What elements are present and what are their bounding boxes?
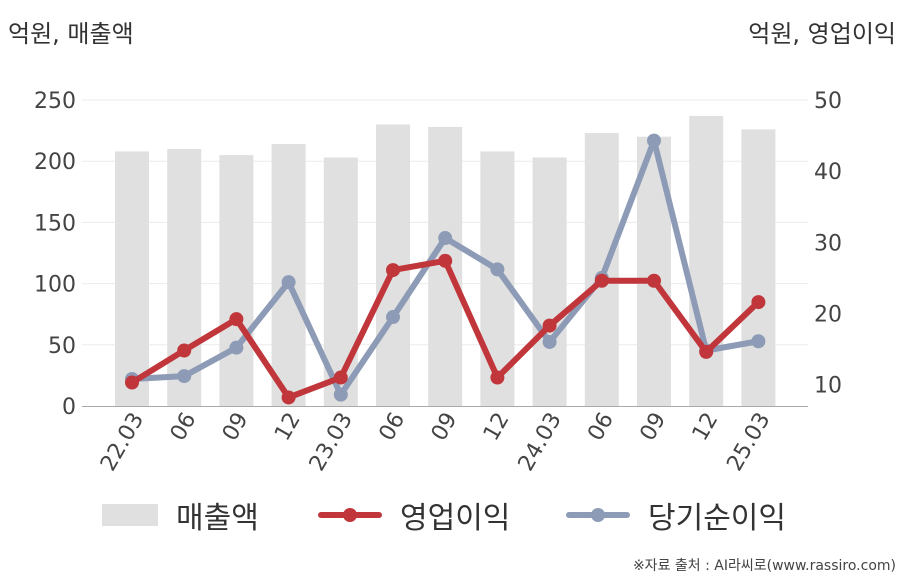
left-tick-label-2: 100 — [34, 273, 76, 298]
right-tick-label-3: 40 — [814, 160, 842, 185]
bar-0 — [115, 151, 149, 406]
legend-label-sales: 매출액 — [176, 501, 259, 536]
legend-swatch-operating-profit — [318, 504, 382, 526]
left-axis-unit-label: 억원, 매출액 — [8, 20, 134, 48]
bar-11 — [689, 115, 724, 407]
point-series-2-5 — [386, 310, 400, 325]
point-series-1-12 — [751, 295, 766, 310]
x-tick-label-12: 25.03 — [722, 409, 775, 476]
right-axis-unit-label: 억원, 영업이익 — [748, 20, 896, 48]
bar-12 — [741, 129, 776, 406]
bar-2 — [219, 155, 254, 406]
right-tick-label-0: 10 — [814, 374, 842, 399]
x-tick-label-6: 09 — [427, 409, 463, 446]
point-series-2-6 — [438, 231, 453, 246]
point-series-2-4 — [333, 387, 348, 402]
legend-label-operating-profit: 영업이익 — [400, 501, 511, 536]
x-tick-label-10: 09 — [636, 409, 672, 446]
x-tick-label-9: 06 — [583, 409, 619, 446]
point-series-1-5 — [386, 263, 400, 278]
left-tick-label-0: 0 — [62, 395, 76, 420]
bar-1 — [167, 148, 202, 406]
point-series-2-7 — [490, 262, 505, 277]
legend-item-operating-profit: 영업이익 — [318, 493, 510, 537]
x-tick-label-5: 06 — [375, 409, 411, 446]
legend: 매출액 영업이익 당기순이익 — [0, 493, 908, 537]
left-tick-label-5: 250 — [34, 89, 76, 114]
left-tick-label-3: 150 — [34, 211, 76, 236]
point-series-2-3 — [281, 275, 296, 290]
x-tick-label-0: 22.03 — [96, 409, 149, 476]
left-tick-label-1: 50 — [48, 334, 76, 359]
line-series — [125, 133, 766, 405]
bar-series-sales — [115, 115, 776, 407]
legend-swatch-sales — [102, 504, 158, 526]
point-series-2-1 — [177, 369, 192, 384]
point-series-1-0 — [125, 375, 139, 390]
source-note: ※자료 출처 : AI라씨로(www.rassiro.com) — [632, 558, 896, 574]
point-series-1-7 — [490, 370, 505, 385]
point-series-1-6 — [438, 253, 453, 268]
x-tick-label-8: 24.03 — [514, 409, 567, 476]
right-tick-label-4: 50 — [814, 89, 842, 114]
x-tick-label-11: 12 — [688, 409, 724, 446]
point-series-2-12 — [751, 334, 766, 349]
bar-8 — [532, 157, 567, 406]
legend-swatch-net-income — [566, 504, 630, 526]
legend-label-net-income: 당기순이익 — [648, 501, 786, 536]
point-series-1-2 — [229, 312, 244, 327]
point-series-1-1 — [177, 343, 192, 358]
x-tick-label-7: 12 — [479, 409, 515, 446]
point-series-2-8 — [542, 334, 557, 349]
point-series-1-11 — [699, 344, 714, 359]
legend-item-sales: 매출액 — [102, 493, 259, 537]
x-tick-label-3: 12 — [270, 409, 306, 446]
right-tick-label-1: 20 — [814, 302, 842, 327]
legend-item-net-income: 당기순이익 — [566, 493, 786, 537]
left-tick-label-4: 200 — [34, 150, 76, 175]
x-tick-label-4: 23.03 — [305, 409, 358, 476]
point-series-2-10 — [647, 133, 661, 148]
point-series-2-2 — [229, 340, 244, 355]
point-series-1-4 — [333, 370, 348, 385]
right-tick-label-2: 30 — [814, 231, 842, 256]
point-series-1-8 — [542, 318, 557, 333]
point-series-1-3 — [281, 390, 296, 405]
point-series-1-10 — [647, 273, 661, 288]
point-series-1-9 — [594, 273, 609, 288]
bar-3 — [271, 144, 306, 406]
x-tick-label-2: 09 — [218, 409, 254, 446]
x-tick-label-1: 06 — [166, 409, 202, 446]
